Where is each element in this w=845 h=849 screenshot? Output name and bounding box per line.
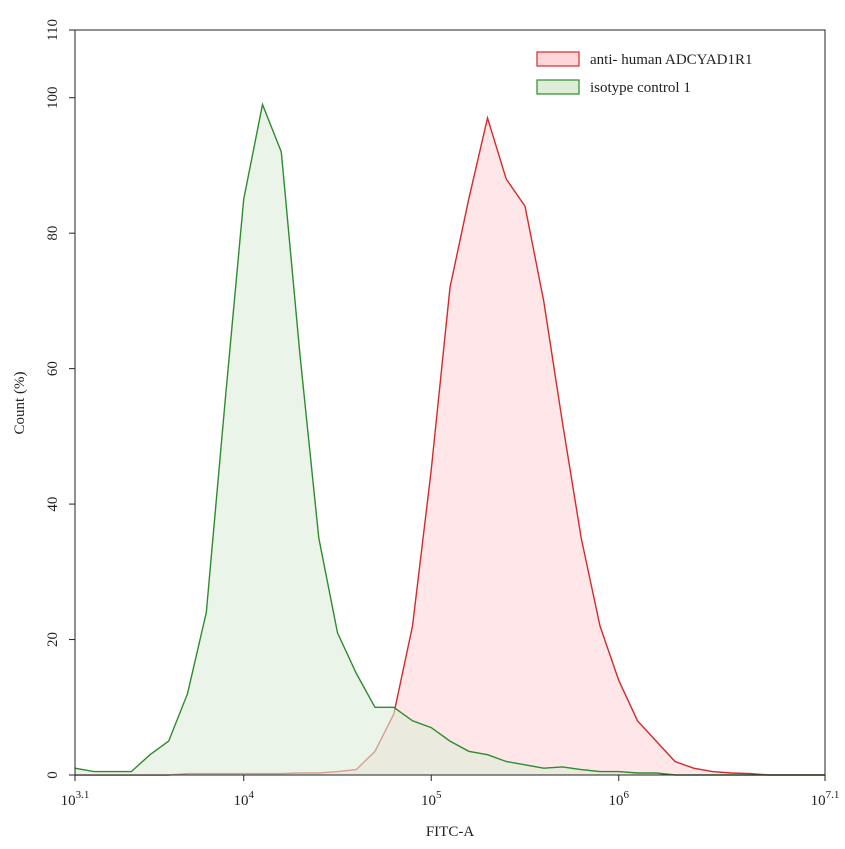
area-fill: [75, 104, 825, 775]
y-tick-label: 20: [45, 632, 61, 647]
x-tick-label: 103.1: [61, 789, 90, 809]
x-axis-label: FITC-A: [426, 824, 475, 840]
x-tick-label: 106: [608, 789, 629, 809]
y-tick-label: 60: [45, 361, 61, 376]
x-tick-label: 105: [421, 789, 442, 809]
plot-frame: [74, 29, 826, 776]
legend-swatch: [536, 79, 580, 95]
y-tick-label: 100: [45, 86, 61, 109]
y-tick-label: 40: [45, 497, 61, 512]
area-fill: [75, 118, 825, 775]
legend-label: anti- human ADCYAD1R1: [590, 52, 753, 68]
x-tick-label: 104: [233, 789, 254, 809]
y-axis-label: Count (%): [12, 372, 28, 435]
legend-label: isotype control 1: [590, 80, 691, 96]
y-tick-label: 110: [45, 19, 61, 41]
y-tick-label: 0: [45, 771, 61, 779]
legend-swatch: [536, 51, 580, 67]
x-tick-label: 107.1: [811, 789, 840, 809]
y-tick-label: 80: [45, 226, 61, 241]
